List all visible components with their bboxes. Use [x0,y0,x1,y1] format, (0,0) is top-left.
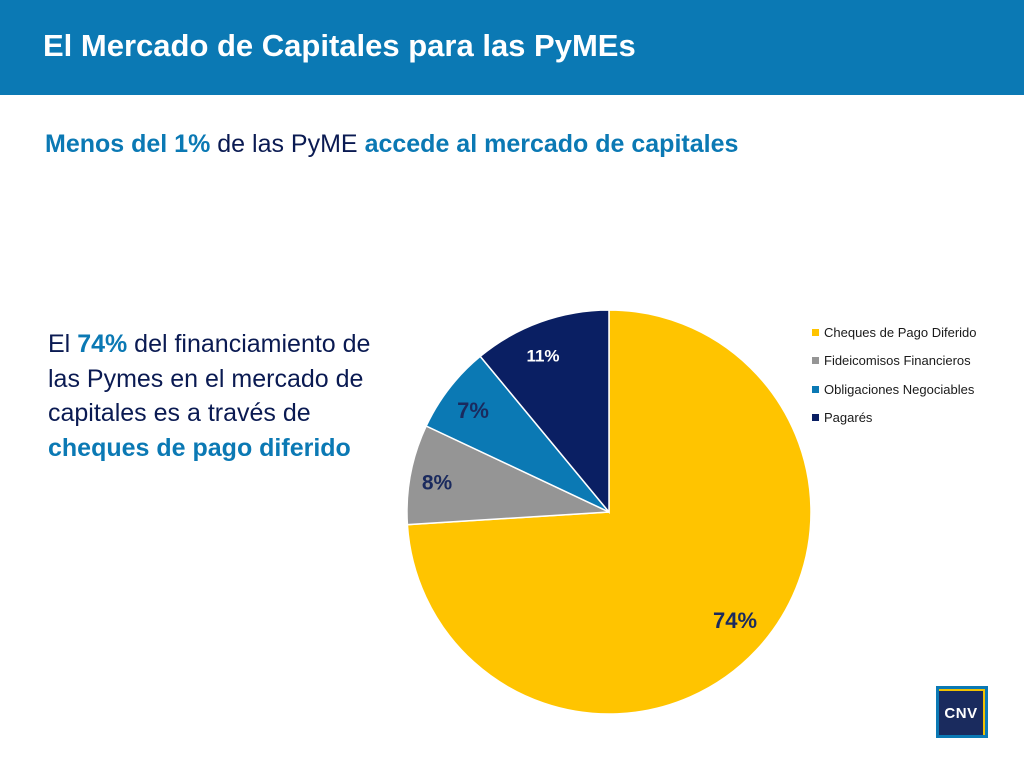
description-highlight: cheques de pago diferido [48,433,351,462]
pie-slice-4 [479,309,610,515]
pie-slice-2 [406,424,610,526]
legend-item: Cheques de Pago Diferido [812,318,977,347]
pie-data-label-4: 11% [526,346,559,365]
description-part-3: del financiamiento de las Pymes en el me… [48,330,371,427]
description-percent: 74% [77,330,128,358]
pie-data-label-3: 7% [457,398,489,423]
chart-legend: Cheques de Pago Diferido Fideicomisos Fin… [812,318,977,432]
legend-swatch [812,385,819,393]
legend-label: Pagarés [824,410,873,426]
legend-swatch [812,414,819,422]
legend-label: Fideicomisos Financieros [824,353,971,369]
subtitle-highlight-2: accede al mercado de capitales [364,130,739,158]
pie-data-label-2: 8% [422,472,453,495]
legend-label: Cheques de Pago Diferido [824,324,977,340]
legend-item: Obligaciones Negociables [812,375,977,404]
subtitle-highlight-1: Menos del 1% [45,130,211,158]
description-text: El 74% del financiamiento de las Pymes e… [48,327,388,465]
legend-item: Fideicomisos Financieros [812,347,977,376]
logo-mark: CNV [939,689,985,735]
subtitle: Menos del 1% de las PyME accede al merca… [45,130,738,159]
cnv-logo: CNV [936,686,988,738]
slide-title: El Mercado de Capitales para las PyMEs [43,28,636,63]
legend-item: Pagarés [812,404,977,433]
legend-label: Obligaciones Negociables [824,381,975,397]
header-bar: El Mercado de Capitales para las PyMEs [0,0,1024,95]
subtitle-text: de las PyME [210,130,365,158]
legend-swatch [812,357,819,365]
pie-data-label-1: 74% [713,608,757,633]
legend-swatch [812,328,819,336]
description-part-1: El [48,330,78,358]
